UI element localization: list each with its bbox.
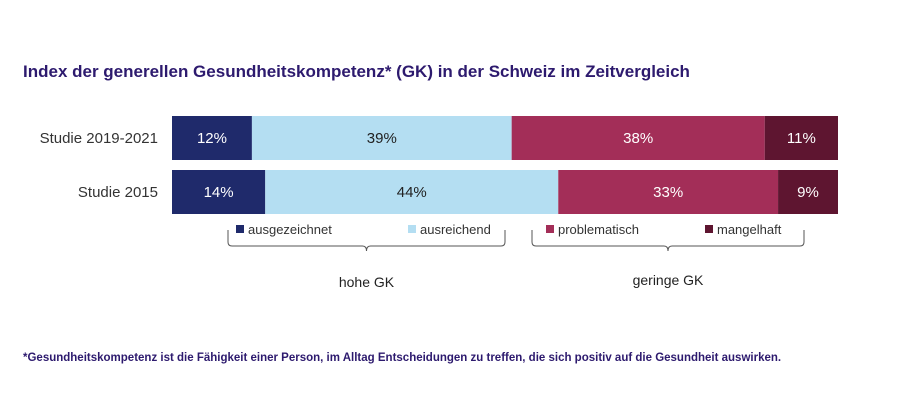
legend-swatch-problematisch <box>546 225 554 233</box>
footnote: *Gesundheitskompetenz ist die Fähigkeit … <box>23 352 782 364</box>
bar-segment-ausgezeichnet <box>172 116 252 160</box>
legend-label-ausreichend: ausreichend <box>420 222 491 237</box>
legend-layer: ausgezeichnet ausreichend problematisch man… <box>236 222 782 237</box>
legend-label-problematisch: problematisch <box>558 222 639 237</box>
group-brace <box>531 230 805 252</box>
data-label: 14% <box>204 184 234 201</box>
data-label: 12% <box>197 130 227 147</box>
legend-swatch-ausreichend <box>408 225 416 233</box>
stacked-bar-chart: Studie 2019-2021 12% 39% 38% 11% Studie 2015 1… <box>40 116 838 290</box>
group-label: hohe GK <box>339 274 395 290</box>
legend-label-ausgezeichnet: ausgezeichnet <box>248 222 332 237</box>
data-label: 44% <box>397 184 427 201</box>
bar-segment-problematisch <box>511 116 765 160</box>
groups-layer: hohe GK geringe GK <box>227 230 805 290</box>
bar-segment-ausreichend <box>251 116 512 160</box>
data-label: 39% <box>367 130 397 147</box>
bar-segment-ausgezeichnet <box>172 170 266 214</box>
bar-segment-mangelhaft <box>764 116 838 160</box>
data-label: 38% <box>623 130 653 147</box>
bars-layer: Studie 2019-2021 12% 39% 38% 11% Studie 2015 1… <box>40 116 838 214</box>
category-label: Studie 2015 <box>78 184 158 201</box>
legend-swatch-ausgezeichnet <box>236 225 244 233</box>
data-label: 33% <box>653 184 683 201</box>
group-brace <box>227 230 506 252</box>
bar-segment-problematisch <box>558 170 779 214</box>
group-label: geringe GK <box>633 272 704 288</box>
bar-segment-mangelhaft <box>778 170 838 214</box>
data-label: 9% <box>797 184 819 201</box>
category-label: Studie 2019-2021 <box>40 130 158 147</box>
chart-title: Index der generellen Gesundheitskompeten… <box>23 62 690 81</box>
bar-segment-ausreichend <box>265 170 559 214</box>
legend-label-mangelhaft: mangelhaft <box>717 222 782 237</box>
data-label: 11% <box>787 130 816 147</box>
legend-swatch-mangelhaft <box>705 225 713 233</box>
